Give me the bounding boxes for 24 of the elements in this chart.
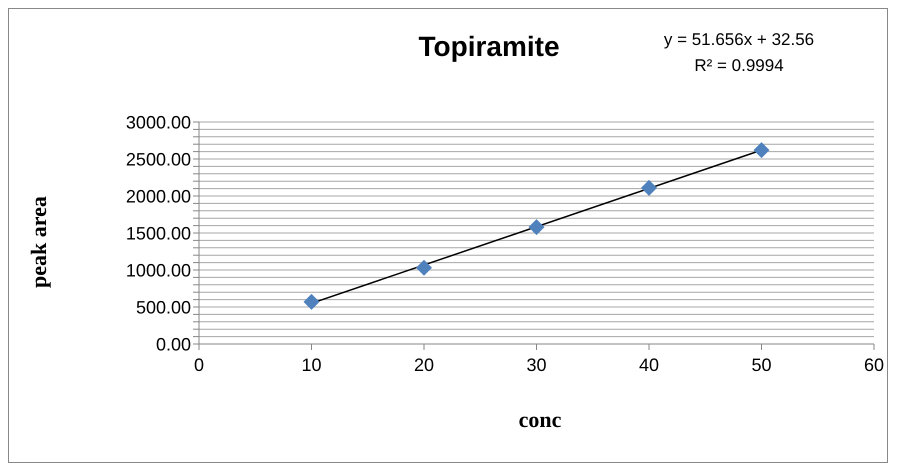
x-tick-label: 60: [864, 354, 884, 375]
x-tick-label: 40: [638, 354, 660, 375]
y-tick-label: 1500.00: [126, 223, 191, 244]
x-tick-label: 20: [414, 354, 434, 375]
y-axis-title: peak area: [26, 196, 52, 288]
point: [754, 142, 770, 158]
text: R² = 0.9994: [693, 55, 785, 77]
x-tick-label: 30: [526, 354, 547, 375]
y-tick-label: 0.00: [156, 334, 191, 354]
point: [416, 260, 432, 276]
point: [528, 219, 544, 236]
x-axis-title: conc: [518, 407, 562, 433]
text: y = 51.656x + 32.56: [662, 29, 816, 51]
point: [641, 180, 657, 196]
x-tick-label: 10: [301, 354, 322, 375]
x-tick-label: 0: [194, 354, 204, 375]
point: [304, 294, 320, 310]
y-tick-label: 2500.00: [126, 149, 191, 170]
chart-title: Topiramite: [417, 31, 561, 63]
x-tick-label: 50: [751, 354, 772, 375]
y-tick-label: 2000.00: [126, 186, 191, 206]
y-tick-label: 500.00: [136, 297, 191, 318]
y-tick-label: 1000.00: [126, 260, 191, 280]
y-tick-label: 3000.00: [126, 112, 191, 132]
